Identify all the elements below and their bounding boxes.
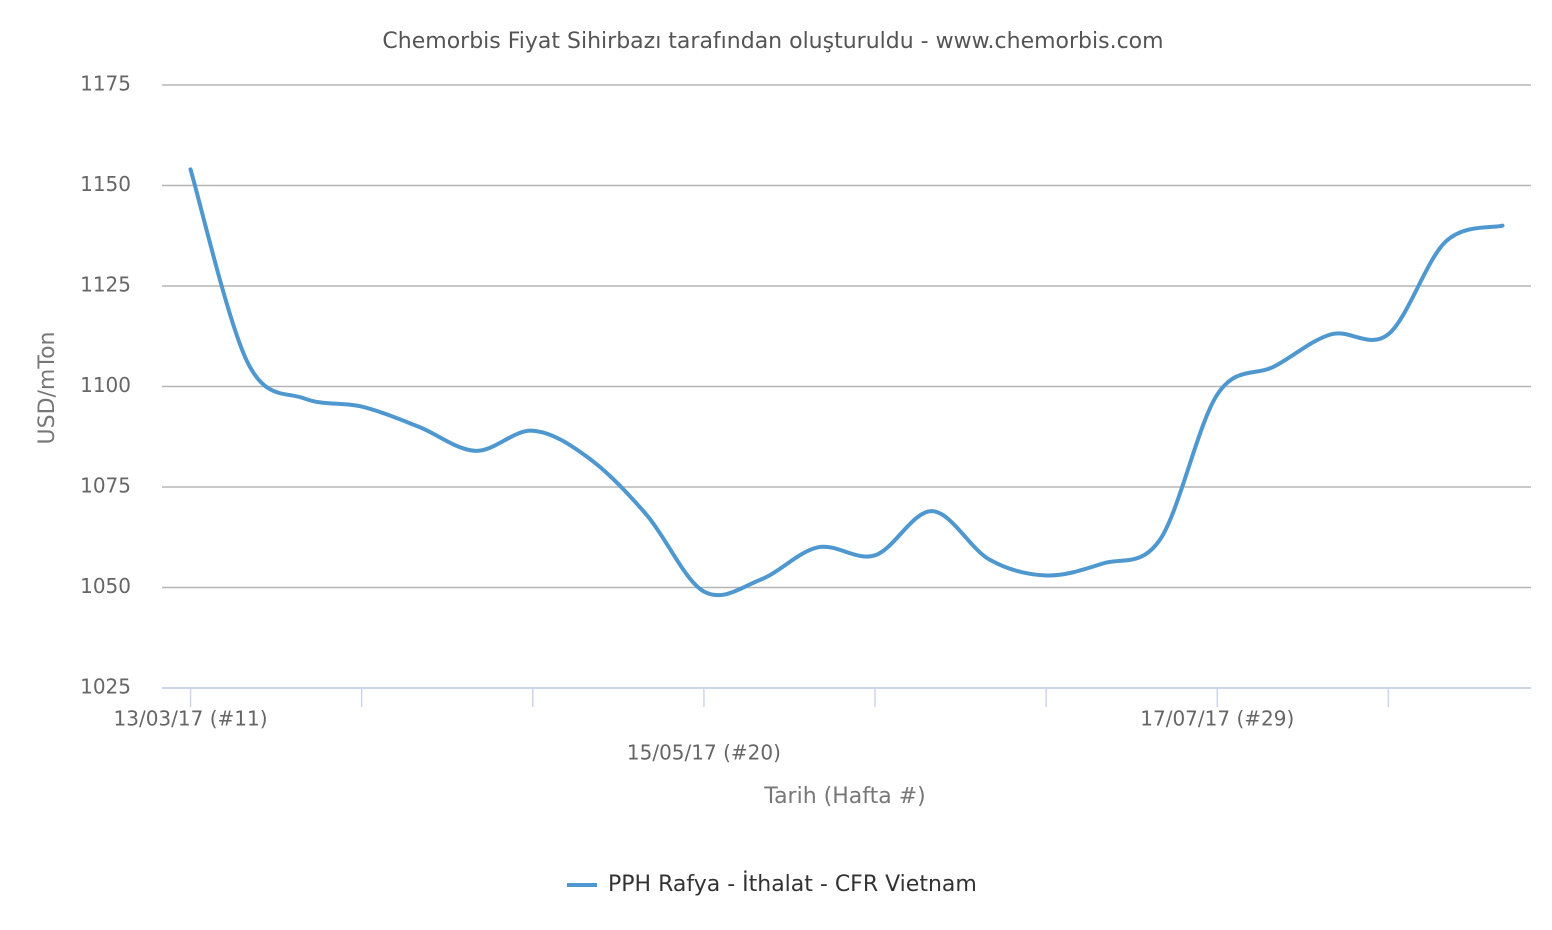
chart-title: Chemorbis Fiyat Sihirbazı tarafından olu… [382,29,1163,54]
x-axis-label: Tarih (Hafta #) [763,784,925,809]
y-tick-label: 1150 [80,172,131,196]
y-axis-label: USD/mTon [35,332,60,445]
data-line [188,167,1505,598]
legend-label[interactable]: PPH Rafya - İthalat - CFR Vietnam [608,871,977,897]
x-tick-label: 15/05/17 (#20) [627,741,781,765]
y-tick-label: 1025 [80,675,131,699]
x-tick-label: 13/03/17 (#11) [114,707,268,731]
y-tick-label: 1050 [80,574,131,598]
y-tick-label: 1125 [80,273,131,297]
y-tick-label: 1100 [80,373,131,397]
y-tick-label: 1175 [80,72,131,96]
y-tick-label: 1075 [80,474,131,498]
x-tick-label: 17/07/17 (#29) [1140,707,1294,731]
